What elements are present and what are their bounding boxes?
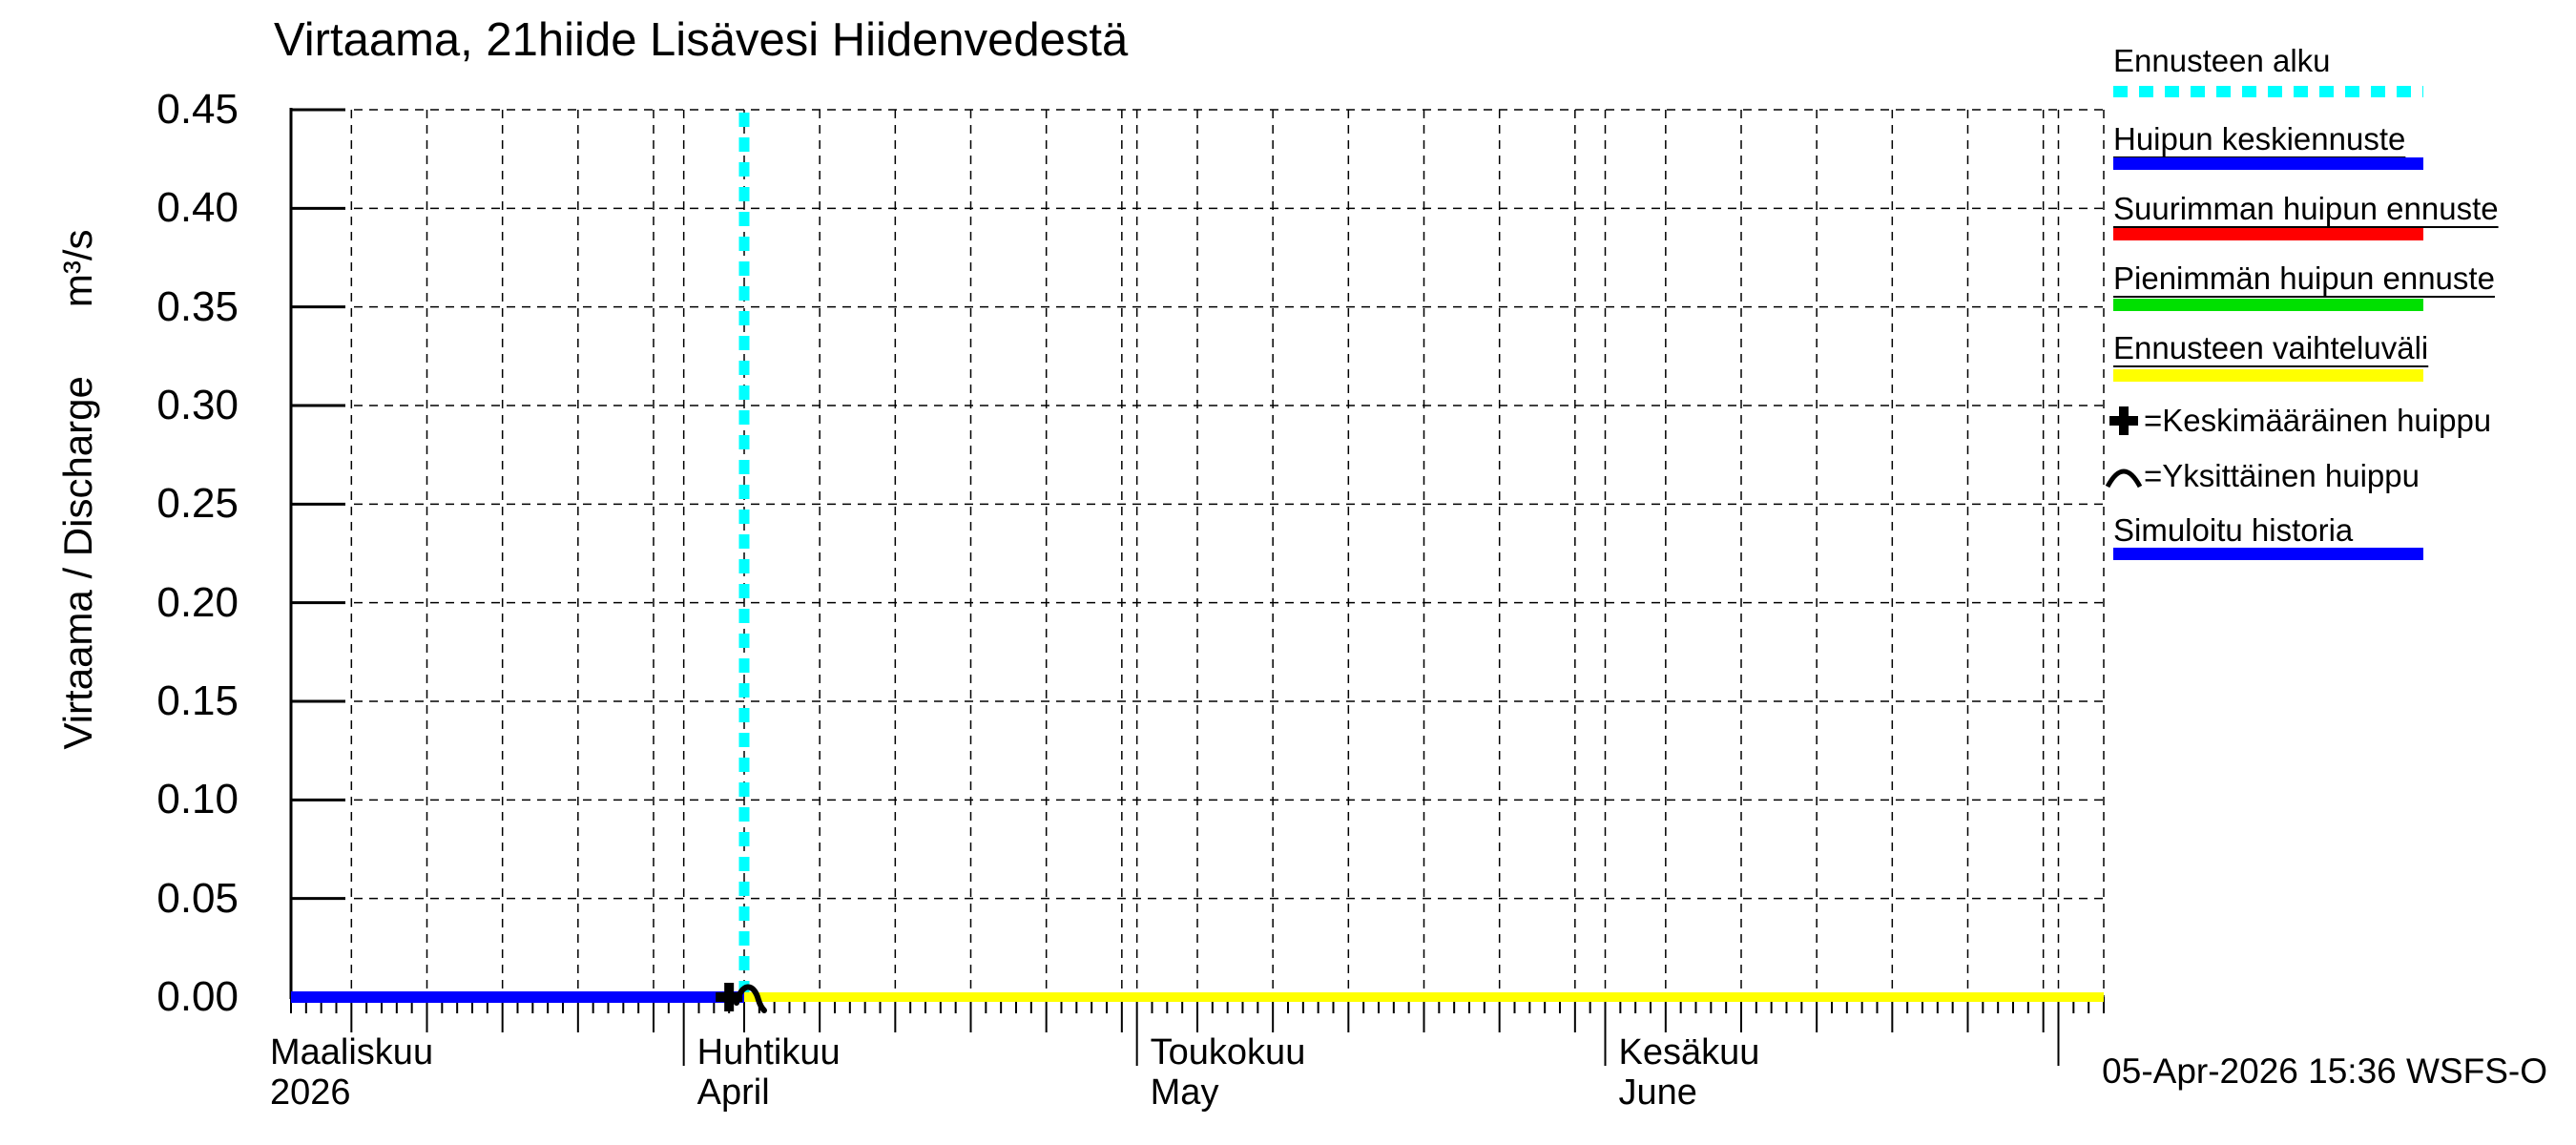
y-tick-label: 0.20 xyxy=(156,578,239,626)
legend: Ennusteen alku Huipun keskiennuste Suurimm… xyxy=(2105,0,2571,620)
y-tick-label: 0.45 xyxy=(156,86,239,133)
legend-swatch-min-peak-forecast xyxy=(2113,299,2423,311)
legend-swatch-forecast-range xyxy=(2113,369,2423,382)
y-tick-label: 0.30 xyxy=(156,382,239,428)
x-month-sublabel: April xyxy=(696,1072,770,1113)
legend-label-forecast-start: Ennusteen alku xyxy=(2113,43,2331,78)
x-month-sublabel: May xyxy=(1150,1072,1219,1113)
legend-label: =Keskimääräinen huippu xyxy=(2144,403,2492,438)
arc-icon xyxy=(2105,468,2143,489)
legend-label-min-peak-forecast: Pienimmän huipun ennuste xyxy=(2113,260,2495,296)
x-month-label: Kesäkuu xyxy=(1618,1032,1760,1072)
legend-item-single-peak-marker: =Yksittäinen huippu xyxy=(2104,458,2420,494)
y-tick-label: 0.35 xyxy=(156,282,239,330)
legend-label: =Yksittäinen huippu xyxy=(2144,458,2420,493)
legend-label-forecast-range: Ennusteen vaihteluväli xyxy=(2113,330,2429,365)
x-month-label: Huhtikuu xyxy=(696,1032,841,1072)
x-month-sublabel: June xyxy=(1618,1072,1697,1113)
legend-swatch-forecast-start xyxy=(2113,86,2423,97)
y-tick-label: 0.25 xyxy=(156,480,239,528)
y-tick-label: 0.00 xyxy=(156,973,239,1020)
legend-swatch-simulated-history xyxy=(2113,548,2423,560)
legend-item-average-peak-marker: =Keskimääräinen huippu xyxy=(2104,403,2491,439)
x-month-sublabel: 2026 xyxy=(270,1072,351,1113)
chart-title: Virtaama, 21hiide Lisävesi Hiidenvedestä xyxy=(274,14,1129,66)
timestamp: 05-Apr-2026 15:36 WSFS-O xyxy=(2102,1051,2547,1091)
plus-icon xyxy=(2109,406,2138,435)
legend-swatch-peak-mean-forecast xyxy=(2113,157,2423,170)
legend-label-max-peak-forecast: Suurimman huipun ennuste xyxy=(2113,191,2499,226)
x-month-label: Maaliskuu xyxy=(270,1032,434,1072)
x-month-label: Toukokuu xyxy=(1150,1032,1306,1072)
y-tick-label: 0.40 xyxy=(156,184,239,232)
legend-label-simulated-history: Simuloitu historia xyxy=(2113,512,2354,548)
y-tick-label: 0.05 xyxy=(156,874,239,922)
legend-label-peak-mean-forecast: Huipun keskiennuste xyxy=(2113,121,2406,156)
legend-swatch-max-peak-forecast xyxy=(2113,228,2423,240)
single-peak-arc-marker xyxy=(734,984,767,1013)
y-tick-label: 0.15 xyxy=(156,677,239,724)
y-tick-label: 0.10 xyxy=(156,776,239,823)
